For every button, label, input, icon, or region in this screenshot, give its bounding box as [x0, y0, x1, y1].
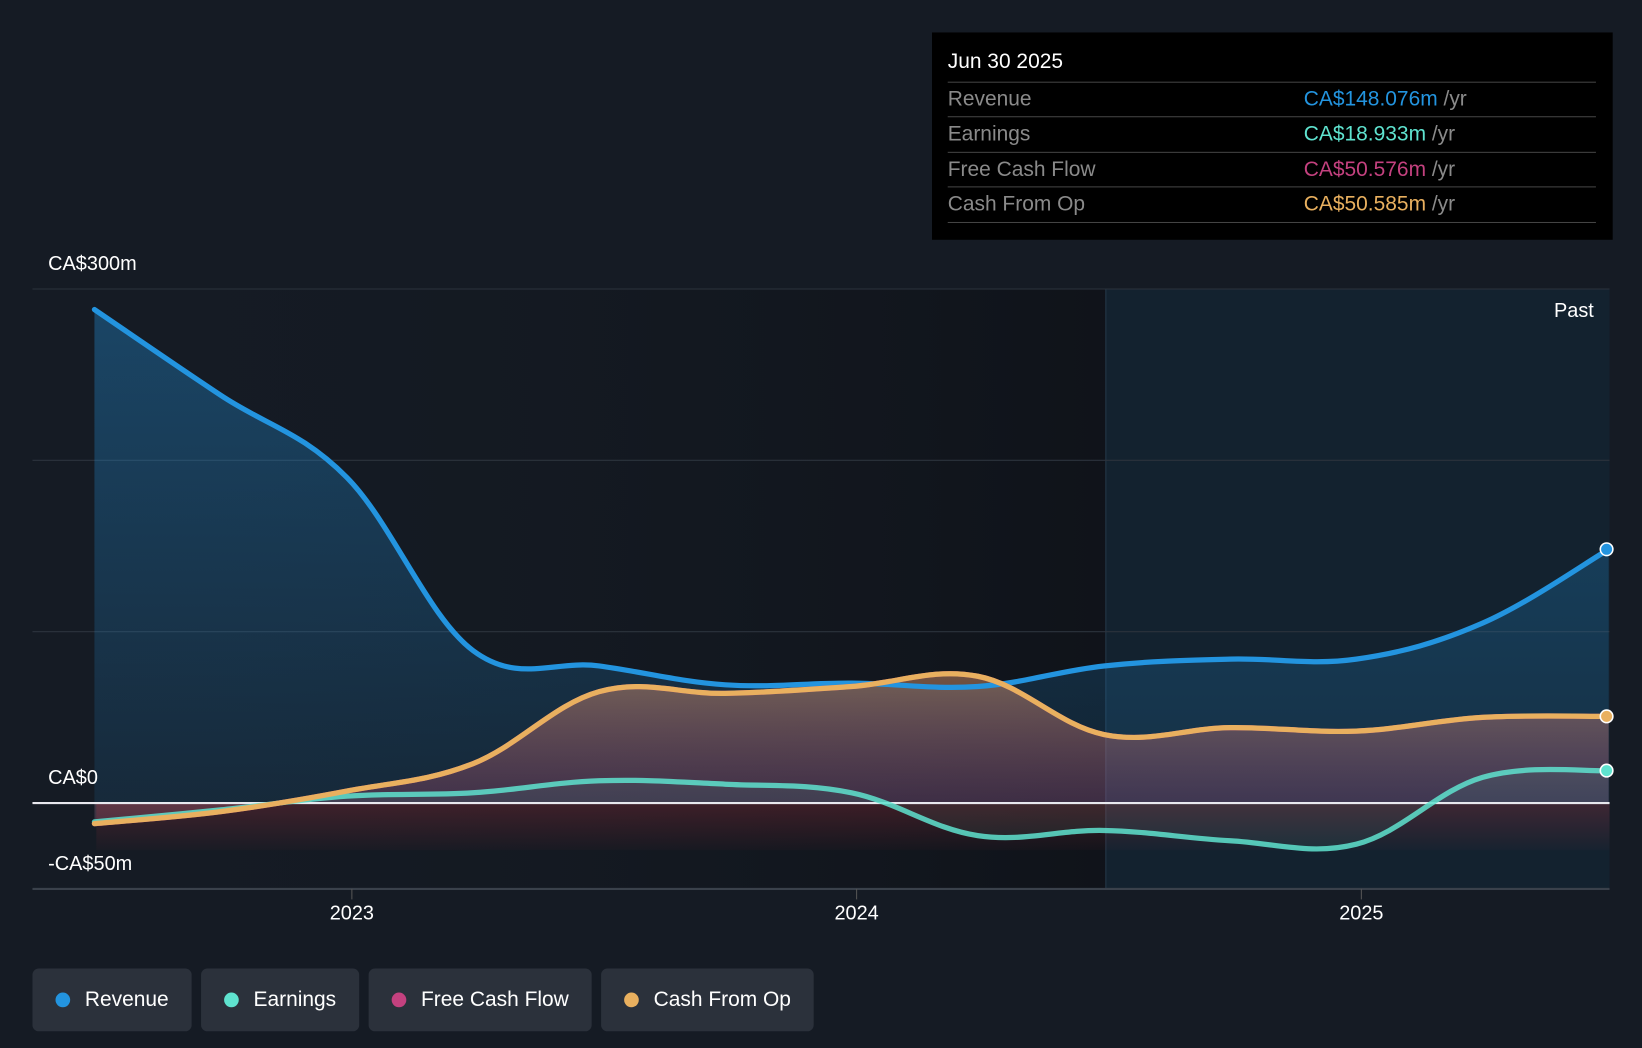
tooltip-divider [947, 221, 1596, 224]
tooltip-amount: CA$18.933m [1303, 122, 1427, 146]
tooltip-label: Earnings [947, 122, 1031, 146]
y-tick-label: CA$300m [48, 253, 137, 276]
x-tick-label: 2025 [1339, 902, 1384, 925]
revenue-dot-icon [55, 992, 71, 1008]
area-revenue [94, 309, 1609, 804]
legend-item-free-cash-flow[interactable]: Free Cash Flow [368, 968, 592, 1032]
y-tick-label: -CA$50m [48, 853, 133, 876]
legend-item-cash-from-op[interactable]: Cash From Op [601, 968, 815, 1032]
endpoint-marker-cash-from-op [1599, 709, 1614, 724]
tooltip-value: CA$148.076m /yr [1304, 83, 1467, 117]
tooltip-value: CA$50.576m /yr [1304, 153, 1455, 187]
tooltip-value: CA$50.585m /yr [1304, 187, 1455, 221]
earnings-dot-icon [224, 992, 239, 1008]
past-label: Past [1554, 300, 1594, 323]
tooltip-amount: CA$50.585m [1303, 192, 1427, 216]
tooltip-label: Cash From Op [947, 192, 1086, 216]
tooltip-label: Revenue [947, 87, 1032, 111]
legend-label: Earnings [253, 987, 337, 1011]
tooltip-row-fcf: Free Cash Flow CA$50.576m /yr [947, 151, 1596, 188]
negative-area [96, 803, 1610, 851]
fcf-dot-icon [391, 992, 407, 1008]
series-line-revenue [91, 306, 1612, 690]
tooltip-unit: /yr [1431, 122, 1456, 146]
tooltip: Jun 30 2025 Revenue CA$148.076m /yr Earn… [932, 32, 1613, 240]
tooltip-amount: CA$148.076m [1303, 87, 1438, 111]
endpoint-marker-revenue [1599, 542, 1614, 557]
tooltip-unit: /yr [1431, 158, 1456, 182]
tooltip-date: Jun 30 2025 [947, 50, 1064, 74]
legend: Revenue Earnings Free Cash Flow Cash Fro… [32, 968, 815, 1032]
legend-label: Revenue [84, 987, 169, 1011]
series-line-cash-from-op [91, 671, 1612, 827]
cfo-dot-icon [624, 992, 639, 1008]
x-tick-label: 2024 [834, 902, 879, 925]
y-tick-label: CA$0 [48, 767, 98, 790]
legend-label: Cash From Op [653, 987, 791, 1011]
tooltip-amount: CA$50.576m [1303, 158, 1427, 182]
legend-item-revenue[interactable]: Revenue [32, 968, 192, 1032]
legend-item-earnings[interactable]: Earnings [201, 968, 360, 1032]
tooltip-value: CA$18.933m /yr [1304, 117, 1455, 151]
tooltip-label: Free Cash Flow [947, 158, 1096, 182]
x-tick-label: 2023 [329, 902, 374, 925]
tooltip-unit: /yr [1431, 192, 1456, 216]
tooltip-row-earnings: Earnings CA$18.933m /yr [947, 116, 1596, 152]
area-free-cash-flow [94, 673, 1609, 824]
tooltip-row-cfo: Cash From Op CA$50.585m /yr [947, 186, 1596, 222]
tooltip-unit: /yr [1443, 87, 1467, 111]
legend-label: Free Cash Flow [420, 987, 569, 1011]
endpoint-marker-earnings [1599, 763, 1614, 778]
tooltip-row-revenue: Revenue CA$148.076m /yr [947, 81, 1596, 118]
series-line-earnings [91, 766, 1612, 852]
